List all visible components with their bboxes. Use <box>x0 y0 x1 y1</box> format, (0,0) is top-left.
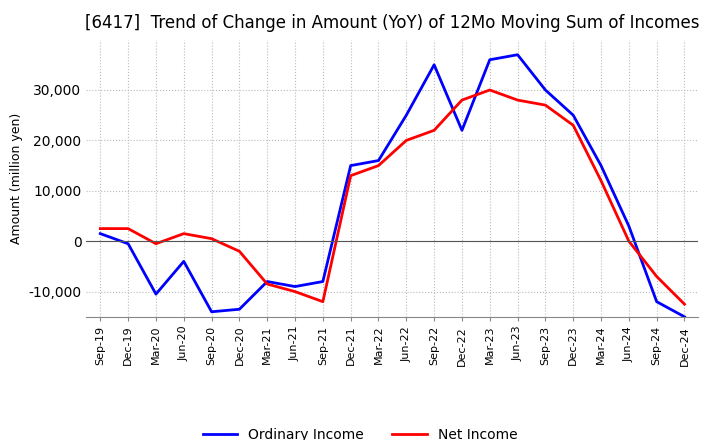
Ordinary Income <box>235 307 243 312</box>
Net Income <box>541 103 550 108</box>
Net Income <box>597 178 606 183</box>
Net Income <box>374 163 383 168</box>
Ordinary Income <box>485 57 494 62</box>
Ordinary Income <box>680 314 689 319</box>
Ordinary Income <box>152 291 161 297</box>
Net Income <box>124 226 132 231</box>
Ordinary Income <box>318 279 327 284</box>
Ordinary Income <box>291 284 300 289</box>
Ordinary Income <box>207 309 216 315</box>
Ordinary Income <box>458 128 467 133</box>
Net Income <box>569 123 577 128</box>
Net Income <box>346 173 355 178</box>
Net Income <box>624 238 633 244</box>
Net Income <box>207 236 216 241</box>
Ordinary Income <box>263 279 271 284</box>
Ordinary Income <box>96 231 104 236</box>
Net Income <box>430 128 438 133</box>
Ordinary Income <box>513 52 522 57</box>
Net Income <box>318 299 327 304</box>
Ordinary Income <box>541 88 550 93</box>
Net Income <box>152 241 161 246</box>
Net Income <box>179 231 188 236</box>
Net Income <box>485 88 494 93</box>
Line: Ordinary Income: Ordinary Income <box>100 55 685 317</box>
Net Income <box>291 289 300 294</box>
Ordinary Income <box>346 163 355 168</box>
Net Income <box>402 138 410 143</box>
Net Income <box>235 249 243 254</box>
Y-axis label: Amount (million yen): Amount (million yen) <box>10 113 23 244</box>
Ordinary Income <box>569 113 577 118</box>
Net Income <box>680 301 689 307</box>
Ordinary Income <box>430 62 438 67</box>
Line: Net Income: Net Income <box>100 90 685 304</box>
Net Income <box>263 282 271 287</box>
Ordinary Income <box>402 113 410 118</box>
Title: [6417]  Trend of Change in Amount (YoY) of 12Mo Moving Sum of Incomes: [6417] Trend of Change in Amount (YoY) o… <box>85 15 700 33</box>
Net Income <box>513 97 522 103</box>
Ordinary Income <box>374 158 383 163</box>
Net Income <box>652 274 661 279</box>
Ordinary Income <box>597 163 606 168</box>
Ordinary Income <box>624 224 633 229</box>
Net Income <box>96 226 104 231</box>
Net Income <box>458 97 467 103</box>
Ordinary Income <box>652 299 661 304</box>
Legend: Ordinary Income, Net Income: Ordinary Income, Net Income <box>197 422 523 440</box>
Ordinary Income <box>179 259 188 264</box>
Ordinary Income <box>124 241 132 246</box>
